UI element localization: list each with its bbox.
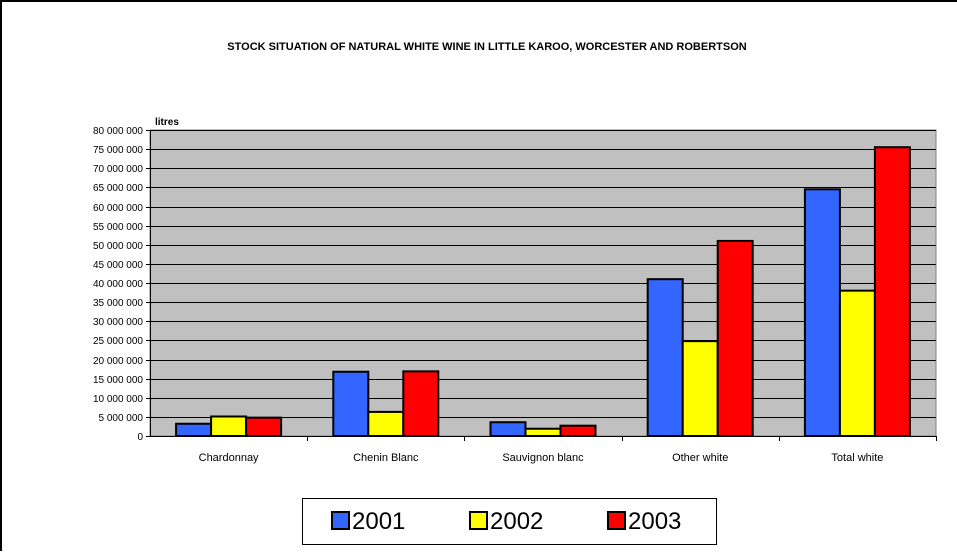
- x-category-label: Sauvignon blanc: [502, 452, 584, 464]
- legend-label-2003: 2003: [628, 508, 681, 535]
- y-tick-label: 75 000 000: [93, 145, 143, 156]
- y-tick-label: 50 000 000: [93, 241, 143, 252]
- y-tick-label: 5 000 000: [99, 413, 144, 424]
- y-tick-label: 30 000 000: [93, 317, 143, 328]
- y-tick-label: 40 000 000: [93, 279, 143, 290]
- legend-swatch-2001: [331, 511, 350, 530]
- bar-2001-chenin-blanc: [332, 370, 370, 437]
- legend: 2001 2002 2003: [302, 498, 717, 545]
- bar-2001-total-white: [803, 188, 841, 437]
- bar-2001-other-white: [646, 278, 684, 437]
- bar-2001-chardonnay: [175, 422, 213, 438]
- chart-title: STOCK SITUATION OF NATURAL WHITE WINE IN…: [227, 41, 746, 53]
- y-axis-unit-label: litres: [155, 117, 179, 128]
- legend-swatch-2003: [607, 511, 626, 530]
- y-tick-label: 35 000 000: [93, 298, 143, 309]
- x-category-label: Chardonnay: [199, 452, 259, 464]
- bar-2002-chardonnay: [210, 415, 248, 437]
- bar-2002-total-white: [838, 289, 876, 437]
- x-category-label: Other white: [672, 452, 728, 464]
- y-tick-label: 0: [137, 432, 143, 443]
- y-tick-label: 60 000 000: [93, 203, 143, 214]
- bar-2003-chenin-blanc: [402, 370, 440, 438]
- bar-2002-other-white: [681, 340, 719, 438]
- legend-box: [302, 498, 717, 545]
- legend-label-2002: 2002: [490, 508, 543, 535]
- y-tick-label: 80 000 000: [93, 126, 143, 137]
- bar-2003-chardonnay: [245, 416, 283, 438]
- legend-label-2001: 2001: [352, 508, 405, 535]
- legend-swatch-2002: [469, 511, 488, 530]
- y-tick-label: 45 000 000: [93, 260, 143, 271]
- bar-2002-sauvignon-blanc: [524, 427, 562, 438]
- bar-2003-other-white: [716, 239, 754, 437]
- y-tick-label: 65 000 000: [93, 183, 143, 194]
- y-tick-label: 25 000 000: [93, 336, 143, 347]
- x-category-label: Chenin Blanc: [353, 452, 419, 464]
- y-tick-label: 15 000 000: [93, 375, 143, 386]
- bar-2003-total-white: [873, 146, 911, 437]
- y-tick-label: 20 000 000: [93, 356, 143, 367]
- bar-2002-chenin-blanc: [367, 410, 405, 437]
- bar-2001-sauvignon-blanc: [489, 421, 527, 438]
- y-tick-label: 10 000 000: [93, 394, 143, 405]
- y-tick-label: 55 000 000: [93, 222, 143, 233]
- plot-area: 0 5 000 000 10 000 000 15 000 000 20 000 000…: [93, 126, 937, 464]
- y-tick-label: 70 000 000: [93, 164, 143, 175]
- bar-2003-sauvignon-blanc: [559, 424, 597, 437]
- x-category-label: Total white: [831, 452, 883, 464]
